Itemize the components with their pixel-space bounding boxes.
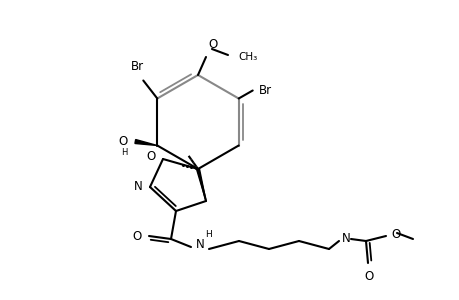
Text: O: O [133, 230, 142, 242]
Text: H: H [121, 148, 127, 157]
Polygon shape [196, 169, 206, 201]
Text: O: O [390, 227, 399, 241]
Polygon shape [134, 140, 157, 146]
Text: O: O [207, 38, 217, 51]
Text: N: N [341, 232, 350, 245]
Text: Br: Br [258, 84, 271, 97]
Text: N: N [134, 179, 143, 193]
Text: O: O [364, 270, 373, 283]
Text: O: O [146, 149, 156, 163]
Text: CH₃: CH₃ [237, 52, 257, 62]
Text: N: N [196, 238, 204, 251]
Text: H: H [205, 230, 211, 239]
Text: O: O [118, 135, 127, 148]
Text: Br: Br [130, 59, 144, 73]
